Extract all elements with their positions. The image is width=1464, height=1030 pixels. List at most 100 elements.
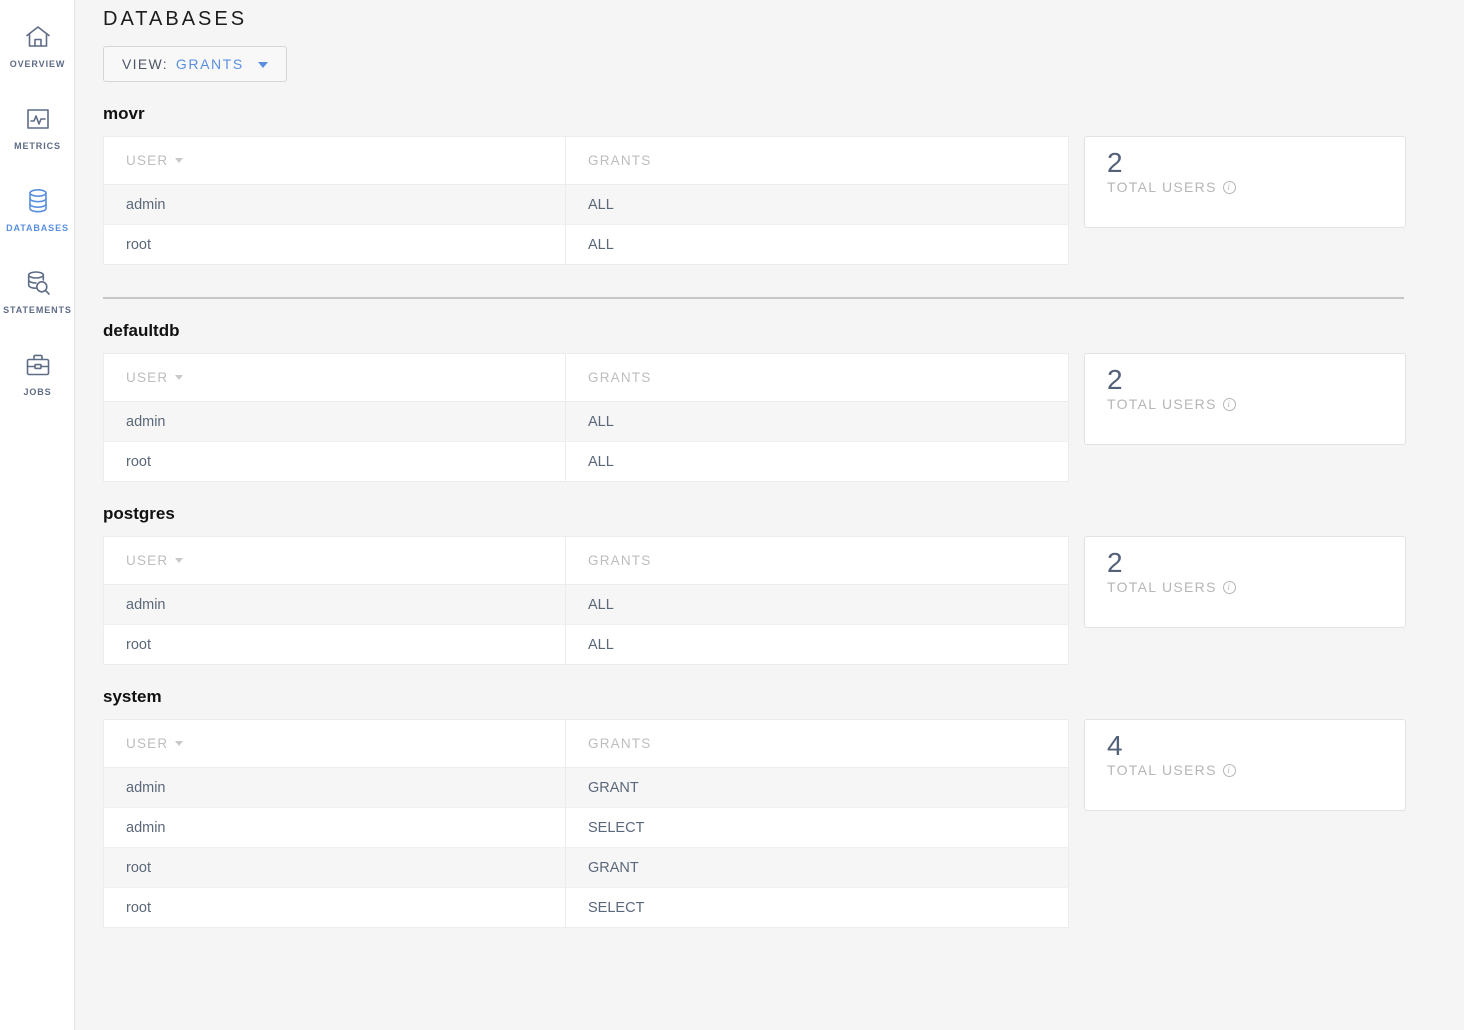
table-body: admin ALL root ALL	[103, 584, 1069, 665]
total-users-card: 2 TOTAL USERS i	[1084, 353, 1406, 445]
sidebar-item-label: Databases	[6, 222, 69, 233]
database-sections: movr USER GRANTS admin ALL root ALL 2 TOTAL USER…	[103, 104, 1464, 928]
database-name: postgres	[103, 504, 175, 523]
table-row[interactable]: admin ALL	[103, 401, 1069, 442]
total-users-label-text: TOTAL USERS	[1107, 179, 1217, 195]
sidebar-item-jobs[interactable]: Jobs	[0, 332, 75, 414]
column-header-grants: GRANTS	[565, 719, 1069, 768]
table-body: admin ALL root ALL	[103, 184, 1069, 265]
total-users-label: TOTAL USERS i	[1107, 396, 1405, 412]
total-users-label: TOTAL USERS i	[1107, 179, 1405, 195]
sidebar-item-label: Overview	[9, 58, 66, 69]
database-section: defaultdb USER GRANTS admin ALL root ALL 2 TOTAL…	[103, 321, 1464, 482]
cell-grants: ALL	[565, 441, 1069, 482]
table-row[interactable]: root SELECT	[103, 887, 1069, 928]
total-users-value: 2	[1107, 147, 1123, 178]
total-users-label-text: TOTAL USERS	[1107, 579, 1217, 595]
column-header-label: GRANTS	[588, 153, 652, 168]
cell-user: admin	[103, 584, 566, 625]
cell-user: root	[103, 441, 566, 482]
column-header-label: GRANTS	[588, 736, 652, 751]
database-name: defaultdb	[103, 321, 180, 340]
column-header-label: USER	[126, 553, 169, 568]
section-divider	[103, 297, 1404, 299]
main-content: DATABASES VIEW: GRANTS movr USER GRANTS adm…	[75, 0, 1464, 1030]
database-body: USER GRANTS admin ALL root ALL 2 TOTAL USERS i	[103, 353, 1464, 482]
page-title: DATABASES	[103, 8, 248, 30]
column-header-label: GRANTS	[588, 553, 652, 568]
table-body: admin ALL root ALL	[103, 401, 1069, 482]
sidebar-item-databases[interactable]: Databases	[0, 168, 75, 250]
cell-grants: GRANT	[565, 847, 1069, 888]
grants-table: USER GRANTS admin ALL root ALL	[103, 353, 1069, 482]
column-header-label: GRANTS	[588, 370, 652, 385]
cell-grants: ALL	[565, 624, 1069, 665]
total-users-card: 4 TOTAL USERS i	[1084, 719, 1406, 811]
sidebar: Overview Metrics Databases Statements Jobs	[0, 0, 75, 1030]
chart-icon	[25, 104, 51, 134]
column-header-label: USER	[126, 370, 169, 385]
cell-user: root	[103, 224, 566, 265]
database-name: system	[103, 687, 162, 706]
total-users-label-text: TOTAL USERS	[1107, 762, 1217, 778]
column-header-grants: GRANTS	[565, 536, 1069, 585]
table-row[interactable]: admin ALL	[103, 584, 1069, 625]
table-row[interactable]: root ALL	[103, 624, 1069, 665]
cell-grants: ALL	[565, 401, 1069, 442]
sidebar-item-label: Statements	[3, 304, 72, 315]
column-header-user[interactable]: USER	[103, 136, 566, 185]
sidebar-item-overview[interactable]: Overview	[0, 4, 75, 86]
database-name: movr	[103, 104, 145, 123]
database-section: system USER GRANTS admin GRANT admin SELECT roo…	[103, 687, 1464, 928]
table-row[interactable]: admin ALL	[103, 184, 1069, 225]
cell-grants: SELECT	[565, 887, 1069, 928]
cell-grants: ALL	[565, 184, 1069, 225]
database-body: USER GRANTS admin ALL root ALL 2 TOTAL USERS i	[103, 536, 1464, 665]
cell-user: admin	[103, 184, 566, 225]
total-users-label-text: TOTAL USERS	[1107, 396, 1217, 412]
total-users-value: 2	[1107, 364, 1123, 395]
column-header-label: USER	[126, 153, 169, 168]
sidebar-item-statements[interactable]: Statements	[0, 250, 75, 332]
total-users-value: 2	[1107, 547, 1123, 578]
cell-user: admin	[103, 401, 566, 442]
cell-grants: GRANT	[565, 767, 1069, 808]
total-users-value: 4	[1107, 730, 1123, 761]
column-header-grants: GRANTS	[565, 353, 1069, 402]
table-row[interactable]: admin GRANT	[103, 767, 1069, 808]
view-dropdown[interactable]: VIEW: GRANTS	[103, 46, 287, 82]
table-row[interactable]: root GRANT	[103, 847, 1069, 888]
briefcase-icon	[25, 350, 51, 380]
column-header-user[interactable]: USER	[103, 353, 566, 402]
total-users-card: 2 TOTAL USERS i	[1084, 536, 1406, 628]
table-row[interactable]: admin SELECT	[103, 807, 1069, 848]
info-circle-icon[interactable]: i	[1222, 180, 1236, 194]
view-dropdown-value: GRANTS	[175, 56, 244, 72]
sidebar-item-label: Metrics	[14, 140, 61, 151]
cell-user: admin	[103, 807, 566, 848]
info-circle-icon[interactable]: i	[1222, 397, 1236, 411]
grants-table: USER GRANTS admin ALL root ALL	[103, 136, 1069, 265]
column-header-user[interactable]: USER	[103, 536, 566, 585]
sort-caret-icon	[175, 558, 184, 563]
sort-caret-icon	[175, 741, 184, 746]
table-row[interactable]: root ALL	[103, 224, 1069, 265]
table-header: USER GRANTS	[103, 353, 1069, 402]
cell-user: root	[103, 887, 566, 928]
database-body: USER GRANTS admin ALL root ALL 2 TOTAL USERS i	[103, 136, 1464, 265]
table-header: USER GRANTS	[103, 536, 1069, 585]
database-body: USER GRANTS admin GRANT admin SELECT root GRANT…	[103, 719, 1464, 928]
table-row[interactable]: root ALL	[103, 441, 1069, 482]
cell-user: root	[103, 624, 566, 665]
info-circle-icon[interactable]: i	[1222, 763, 1236, 777]
sidebar-item-metrics[interactable]: Metrics	[0, 86, 75, 168]
sidebar-item-label: Jobs	[23, 386, 52, 397]
info-circle-icon[interactable]: i	[1222, 580, 1236, 594]
table-body: admin GRANT admin SELECT root GRANT root SELECT	[103, 767, 1069, 928]
chevron-down-icon	[257, 62, 268, 68]
sort-caret-icon	[175, 158, 184, 163]
column-header-user[interactable]: USER	[103, 719, 566, 768]
cell-user: root	[103, 847, 566, 888]
view-dropdown-label: VIEW:	[122, 56, 168, 72]
home-icon	[25, 22, 51, 52]
